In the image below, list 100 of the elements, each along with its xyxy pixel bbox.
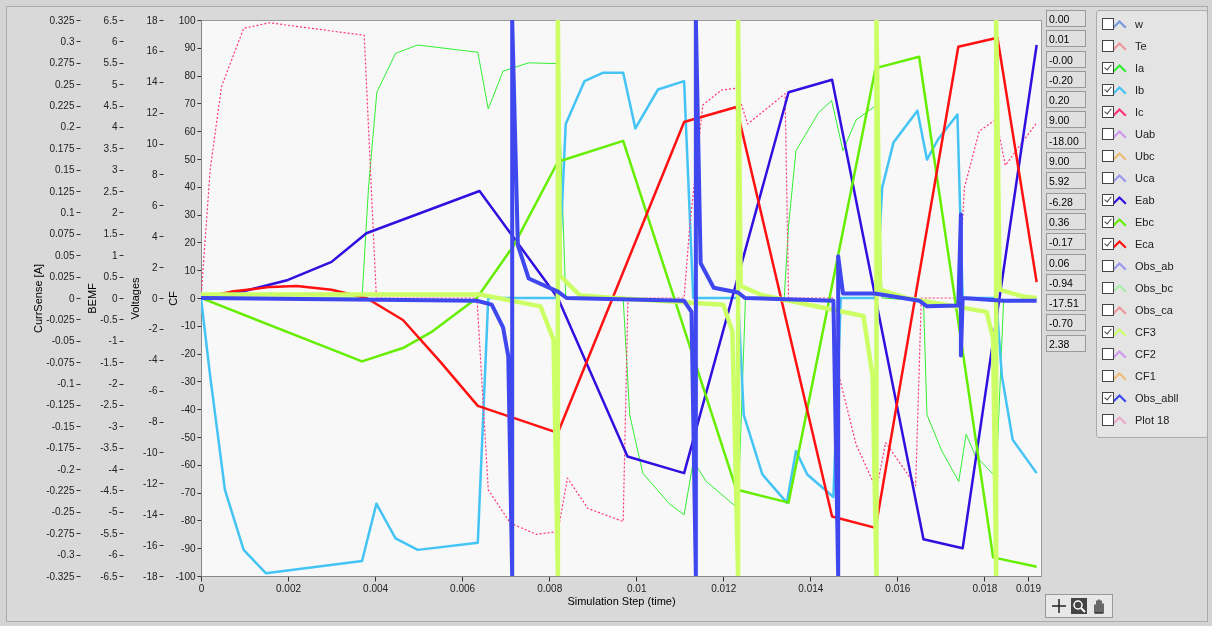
legend-label: Plot 18 [1135, 413, 1170, 426]
text: 0.15 [55, 164, 75, 176]
value-field: 9.00 [1046, 152, 1086, 170]
y2-tick-label: 14 [146, 76, 158, 88]
y3-tick-label: -3.5 [100, 442, 118, 454]
y2-tick-label: -8 [148, 416, 158, 428]
y2-tick-label: -4 [148, 354, 158, 366]
y3-tick-label: 1 [111, 249, 118, 261]
y3-tick-label: 6 [111, 35, 118, 47]
legend-label: Eab [1135, 193, 1155, 206]
legend-label: Te [1135, 39, 1147, 52]
y-tick-label: 10 [184, 264, 196, 276]
y2-tick-label: -14 [143, 508, 158, 520]
legend-label: Obs_abll [1135, 391, 1179, 404]
y-tick-label: 70 [184, 97, 196, 109]
y3-tick-label: -4 [108, 463, 118, 475]
x-tick-label: 0.016 [885, 582, 911, 594]
text: -0.125 [46, 399, 75, 411]
y-tick-label: -90 [181, 542, 196, 554]
y2-tick-label: 0 [151, 292, 158, 304]
y3-tick-label: 3 [111, 164, 118, 176]
y3-tick-label: -6 [108, 549, 118, 561]
text: 0.275 [49, 57, 75, 69]
value-field: 9.00 [1046, 111, 1086, 129]
legend-label: CF2 [1135, 347, 1156, 360]
x-tick-label: 0.002 [276, 582, 302, 594]
value-field: -0.70 [1046, 314, 1086, 332]
text: 0.3 [60, 35, 75, 47]
y3-tick-label: 0 [111, 292, 118, 304]
y3-tick-label: -1 [108, 335, 118, 347]
legend-label: Ia [1135, 61, 1146, 74]
value-field: 0.20 [1046, 91, 1086, 109]
y3-tick-label: -5 [108, 506, 118, 518]
y2-tick-label: 6 [151, 199, 158, 211]
x-tick-label: 0.014 [798, 582, 824, 594]
y3-tick-label: -6.5 [100, 570, 118, 582]
y-tick-label: -70 [181, 487, 196, 499]
y3-axis-title: BEMF [86, 282, 99, 314]
value-field: 5.92 [1046, 172, 1086, 190]
text: -0.3 [57, 549, 75, 561]
y3-tick-label: 3.5 [103, 142, 118, 154]
text: 0.25 [55, 78, 75, 90]
text: 0.05 [55, 249, 75, 261]
y2-tick-label: 16 [146, 45, 158, 57]
y2-axis-title: Voltages [129, 276, 142, 320]
y2-tick-label: -6 [148, 385, 158, 397]
y2-tick-label: -10 [143, 446, 158, 458]
x-tick-label: 0.006 [450, 582, 476, 594]
x-tick-label: 0.01 [627, 582, 647, 594]
y3-tick-label: 6.5 [103, 14, 118, 26]
x-tick-label: 0.008 [537, 582, 563, 594]
legend-label: CF3 [1135, 325, 1156, 338]
y-tick-label: -10 [181, 320, 196, 332]
text: -0.025 [46, 313, 75, 325]
text: 0.025 [49, 271, 75, 283]
y-axis-title: CF [166, 290, 179, 306]
y3-tick-label: -2 [108, 378, 118, 390]
y-tick-label: 50 [184, 153, 196, 165]
y3-tick-label: 5.5 [103, 57, 118, 69]
y2-tick-label: -12 [143, 477, 158, 489]
y3-tick-label: -0.5 [100, 313, 118, 325]
legend-label: Ic [1135, 105, 1145, 118]
y3-tick-label: -3 [108, 420, 118, 432]
value-field: -0.17 [1046, 233, 1086, 251]
y3-tick-label: -4.5 [100, 484, 118, 496]
text: -0.1 [57, 378, 75, 390]
y2-tick-label: 12 [146, 107, 158, 119]
legend-label: Obs_ab [1135, 259, 1174, 272]
y3-tick-label: 2 [111, 206, 118, 218]
text: -0.175 [46, 442, 75, 454]
text: -0.25 [51, 506, 75, 518]
y-tick-label: -40 [181, 403, 196, 415]
y2-tick-label: 4 [151, 230, 158, 242]
value-field: -17.51 [1046, 294, 1086, 312]
text: 0.175 [49, 142, 75, 154]
text: 0.125 [49, 185, 75, 197]
y3-tick-label: 5 [111, 78, 118, 90]
x-tick-label: 0 [198, 582, 205, 594]
x-axis-title: Simulation Step (time) [567, 594, 676, 607]
legend-label: Uca [1135, 171, 1156, 184]
legend-label: Ib [1135, 83, 1145, 96]
legend-label: Obs_ca [1135, 303, 1174, 316]
y-tick-label: 100 [178, 14, 196, 26]
y2-tick-label: 2 [151, 261, 158, 273]
text: CurrSense [A] [32, 263, 45, 334]
text: 0.2 [60, 121, 75, 133]
text: 0.225 [49, 100, 75, 112]
text: 0 [68, 292, 75, 304]
text: -0.05 [51, 335, 75, 347]
y3-tick-label: -2.5 [100, 399, 118, 411]
y-tick-label: -60 [181, 459, 196, 471]
y-tick-label: 90 [184, 42, 196, 54]
y3-tick-label: -5.5 [100, 527, 118, 539]
legend-label: Obs_bc [1135, 281, 1174, 294]
x-tick-label: 0.012 [711, 582, 737, 594]
value-field: 0.01 [1046, 30, 1086, 48]
y3-tick-label: 2.5 [103, 185, 118, 197]
y3-tick-label: -1.5 [100, 356, 118, 368]
text: -0.2 [57, 463, 75, 475]
text: -0.325 [46, 570, 75, 582]
